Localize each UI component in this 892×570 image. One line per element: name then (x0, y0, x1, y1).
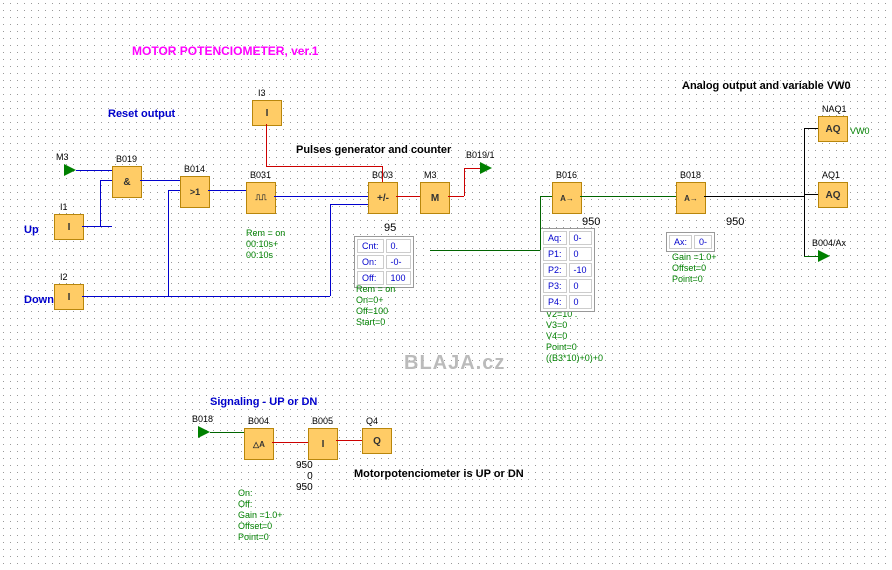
name-b031: B031 (250, 170, 271, 180)
name-m3b: M3 (424, 170, 437, 180)
name-b004ax: B004/Ax (812, 238, 846, 248)
name-b016: B016 (556, 170, 577, 180)
label-motor: Motorpotenciometer is UP or DN (354, 468, 524, 480)
w (100, 180, 101, 226)
table-ai: Aq:0- P1:0 P2:-10 P3:0 P4:0 (540, 228, 595, 312)
label-vw0: VW0 (850, 126, 870, 137)
block-q4[interactable]: Q (362, 428, 392, 454)
block-naq1[interactable]: AQ (818, 116, 848, 142)
w (464, 168, 465, 196)
label-up: Up (24, 224, 39, 236)
label-analog: Analog output and variable VW0 (682, 80, 851, 92)
w (804, 128, 818, 129)
table-cnt: Cnt:0. On:-0- Off:100 (354, 236, 414, 288)
w (266, 166, 382, 167)
block-i1[interactable]: I (54, 214, 84, 240)
label-signaling: Signaling - UP or DN (210, 396, 317, 408)
w (330, 204, 331, 296)
w (336, 440, 362, 441)
w (430, 250, 540, 251)
name-naq1: NAQ1 (822, 104, 847, 114)
name-b018b: B018 (192, 414, 213, 424)
w (448, 196, 464, 197)
block-i2[interactable]: I (54, 284, 84, 310)
w (100, 180, 112, 181)
block-b018[interactable]: A→ (676, 182, 706, 214)
w (168, 190, 169, 296)
sig-vals: 9500950 (296, 460, 313, 493)
w (704, 196, 804, 197)
w (168, 190, 180, 191)
w (382, 166, 383, 182)
note-b004: On: Off: Gain =1.0+ Offset=0 Point=0 (238, 488, 283, 543)
w (82, 296, 200, 297)
val-950a: 950 (582, 216, 600, 228)
name-i3: I3 (258, 88, 266, 98)
w (540, 196, 552, 197)
watermark: BLAJA.cz (404, 352, 505, 375)
note-b003: Rem = on On=0+ Off=100 Start=0 (356, 284, 395, 328)
name-aq1: AQ1 (822, 170, 840, 180)
label-pulses: Pulses generator and counter (296, 144, 451, 156)
w (540, 196, 541, 250)
label-reset: Reset output (108, 108, 175, 120)
w (330, 204, 368, 205)
block-i3[interactable]: I (252, 100, 282, 126)
w (76, 170, 112, 171)
val-950b: 950 (726, 216, 744, 228)
w (580, 196, 676, 197)
label-down: Down (24, 294, 54, 306)
w (266, 124, 267, 166)
block-b005[interactable]: I (308, 428, 338, 460)
note-b018: Gain =1.0+ Offset=0 Point=0 (672, 252, 717, 285)
page-title: MOTOR POTENCIOMETER, ver.1 (132, 44, 318, 58)
block-b019[interactable]: & (112, 166, 142, 198)
table-aa: Ax:0- (666, 232, 715, 252)
name-b004: B004 (248, 416, 269, 426)
block-m3[interactable]: M (420, 182, 450, 214)
block-b016[interactable]: A→ (552, 182, 582, 214)
name-i2: I2 (60, 272, 68, 282)
w (804, 128, 805, 256)
block-b003[interactable]: +/- (368, 182, 398, 214)
name-b014: B014 (184, 164, 205, 174)
connector-m3 (64, 164, 76, 176)
w (464, 168, 480, 169)
name-b005: B005 (312, 416, 333, 426)
name-q4: Q4 (366, 416, 378, 426)
w (140, 180, 180, 181)
w (208, 190, 246, 191)
block-b014[interactable]: >1 (180, 176, 210, 208)
name-b019-1: B019/1 (466, 150, 495, 160)
block-b004[interactable]: △A (244, 428, 274, 460)
name-i1: I1 (60, 202, 68, 212)
block-b031[interactable]: ⎍⎍ (246, 182, 276, 214)
block-aq1[interactable]: AQ (818, 182, 848, 208)
w (210, 432, 244, 433)
w (82, 226, 112, 227)
name-b019: B019 (116, 154, 137, 164)
name-b018: B018 (680, 170, 701, 180)
w (396, 196, 420, 197)
connector-b019-1 (480, 162, 492, 174)
w (272, 442, 308, 443)
connector-b018b (198, 426, 210, 438)
w (804, 256, 818, 257)
w (200, 296, 330, 297)
connector-b004ax (818, 250, 830, 262)
w (804, 194, 818, 195)
name-m3: M3 (56, 152, 69, 162)
note-b031: Rem = on 00:10s+ 00:10s (246, 228, 285, 261)
w (274, 196, 368, 197)
val-95: 95 (384, 222, 396, 234)
